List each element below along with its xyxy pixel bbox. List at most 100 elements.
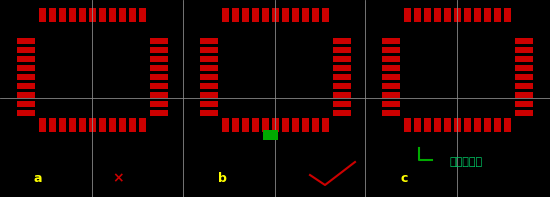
Bar bbox=[424, 8, 431, 22]
Bar bbox=[382, 56, 399, 62]
Bar bbox=[301, 118, 309, 132]
Bar bbox=[118, 8, 125, 22]
Bar bbox=[464, 118, 470, 132]
Bar bbox=[333, 110, 350, 116]
Bar bbox=[139, 118, 146, 132]
Bar bbox=[514, 47, 532, 53]
Bar bbox=[58, 118, 65, 132]
Bar bbox=[89, 118, 96, 132]
Bar bbox=[282, 8, 289, 22]
Bar bbox=[150, 83, 168, 89]
Bar bbox=[514, 56, 532, 62]
Bar bbox=[474, 118, 481, 132]
Bar bbox=[493, 118, 501, 132]
Bar bbox=[150, 56, 168, 62]
Bar bbox=[483, 118, 491, 132]
Bar bbox=[129, 118, 135, 132]
Bar bbox=[79, 8, 85, 22]
Bar bbox=[433, 118, 441, 132]
Bar bbox=[443, 118, 450, 132]
Bar bbox=[333, 38, 350, 44]
Bar bbox=[251, 8, 258, 22]
Bar bbox=[150, 92, 168, 98]
Bar bbox=[414, 118, 421, 132]
Bar bbox=[404, 8, 410, 22]
Bar bbox=[424, 118, 431, 132]
Bar bbox=[454, 8, 460, 22]
Text: ×: × bbox=[112, 171, 124, 185]
Bar bbox=[514, 74, 532, 80]
Bar bbox=[98, 8, 106, 22]
Bar bbox=[514, 65, 532, 71]
Bar bbox=[222, 8, 228, 22]
Bar bbox=[514, 101, 532, 107]
Bar bbox=[333, 92, 350, 98]
Bar bbox=[200, 74, 217, 80]
Bar bbox=[39, 118, 46, 132]
Text: a: a bbox=[34, 172, 42, 185]
Bar bbox=[483, 8, 491, 22]
Bar bbox=[200, 101, 217, 107]
Bar bbox=[301, 8, 309, 22]
Bar bbox=[464, 8, 470, 22]
Bar bbox=[443, 8, 450, 22]
Bar bbox=[503, 8, 510, 22]
Bar bbox=[251, 118, 258, 132]
Bar bbox=[150, 38, 168, 44]
Bar bbox=[200, 110, 217, 116]
Bar bbox=[322, 118, 328, 132]
Bar bbox=[282, 118, 289, 132]
Bar bbox=[272, 118, 278, 132]
Bar bbox=[200, 38, 217, 44]
Bar bbox=[404, 118, 410, 132]
Bar bbox=[108, 118, 116, 132]
Bar bbox=[382, 65, 399, 71]
Bar bbox=[311, 8, 318, 22]
Bar bbox=[382, 83, 399, 89]
Bar bbox=[150, 110, 168, 116]
Bar bbox=[241, 8, 249, 22]
Bar bbox=[382, 101, 399, 107]
Bar bbox=[514, 92, 532, 98]
Bar bbox=[333, 74, 350, 80]
Bar bbox=[333, 101, 350, 107]
Bar bbox=[414, 8, 421, 22]
Bar bbox=[382, 110, 399, 116]
Bar bbox=[333, 83, 350, 89]
Bar bbox=[108, 8, 116, 22]
Bar bbox=[382, 92, 399, 98]
Bar bbox=[433, 8, 441, 22]
Bar bbox=[311, 118, 318, 132]
Bar bbox=[454, 118, 460, 132]
Bar bbox=[232, 8, 239, 22]
Bar bbox=[261, 8, 268, 22]
Bar bbox=[69, 118, 75, 132]
Bar bbox=[200, 83, 217, 89]
Bar bbox=[503, 118, 510, 132]
Bar bbox=[16, 38, 35, 44]
Bar bbox=[58, 8, 65, 22]
Bar bbox=[514, 83, 532, 89]
Bar bbox=[16, 56, 35, 62]
Bar bbox=[79, 118, 85, 132]
Bar bbox=[16, 101, 35, 107]
Bar bbox=[98, 118, 106, 132]
Bar bbox=[272, 8, 278, 22]
Bar bbox=[292, 8, 299, 22]
Text: b: b bbox=[218, 172, 227, 185]
Bar bbox=[333, 56, 350, 62]
Bar bbox=[382, 74, 399, 80]
Bar bbox=[292, 118, 299, 132]
Bar bbox=[382, 38, 399, 44]
Bar bbox=[263, 130, 278, 140]
Bar bbox=[474, 8, 481, 22]
Bar bbox=[139, 8, 146, 22]
Bar bbox=[261, 118, 268, 132]
Bar bbox=[118, 118, 125, 132]
Bar bbox=[200, 65, 217, 71]
Bar bbox=[222, 118, 228, 132]
Bar bbox=[16, 65, 35, 71]
Bar bbox=[514, 38, 532, 44]
Bar bbox=[69, 8, 75, 22]
Bar bbox=[200, 56, 217, 62]
